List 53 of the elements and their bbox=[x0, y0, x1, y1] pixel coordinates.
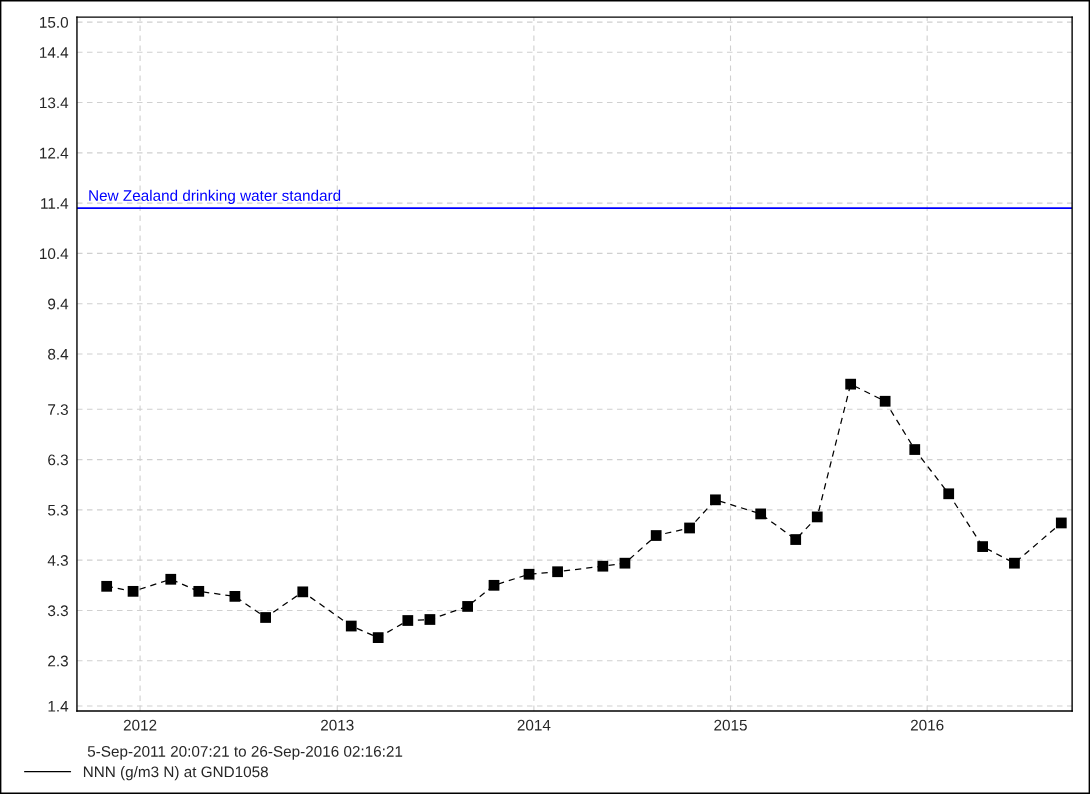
y-tick-label: 5.3 bbox=[48, 504, 68, 516]
point bbox=[462, 601, 473, 612]
point bbox=[755, 508, 767, 520]
y-tick-label: 10.4 bbox=[40, 248, 69, 260]
y-tick-label: 4.3 bbox=[47, 555, 68, 566]
point bbox=[597, 560, 609, 572]
y-tick-label: 8.4 bbox=[48, 348, 69, 360]
x-tick-label: 2013 bbox=[321, 719, 354, 731]
point bbox=[101, 580, 113, 592]
y-tick-label: 11.4 bbox=[41, 198, 69, 209]
point bbox=[684, 522, 695, 534]
point bbox=[260, 612, 271, 623]
y-tick-label: 14.4 bbox=[40, 47, 69, 58]
point bbox=[345, 620, 357, 632]
y-tick-label: 2.3 bbox=[48, 655, 68, 667]
point bbox=[909, 444, 921, 455]
point bbox=[402, 615, 414, 626]
point bbox=[165, 573, 177, 585]
point bbox=[710, 494, 721, 506]
point bbox=[943, 488, 955, 500]
point bbox=[811, 511, 823, 523]
point bbox=[229, 590, 241, 602]
legend-label: NNN (g/m3 N) at GND1058 bbox=[83, 766, 268, 781]
text: 5-Sep-2011 20:07:21 to 26-Sep-2016 02:16:21 bbox=[87, 745, 403, 760]
y-tick-label: 6.3 bbox=[48, 454, 68, 466]
x-tick-label: 2015 bbox=[714, 719, 747, 731]
point bbox=[488, 579, 500, 591]
point bbox=[297, 586, 309, 598]
y-tick-label: 1.4 bbox=[48, 701, 69, 712]
x-tick-label: 2016 bbox=[910, 719, 944, 731]
point bbox=[879, 395, 891, 407]
point bbox=[977, 541, 989, 552]
point bbox=[845, 378, 857, 390]
point bbox=[523, 568, 535, 580]
point bbox=[552, 566, 563, 578]
y-tick-label: 3.3 bbox=[47, 605, 68, 617]
point bbox=[127, 585, 139, 597]
ref-line-label: New Zealand drinking water standard bbox=[89, 189, 341, 204]
y-tick-label: 15.0 bbox=[40, 16, 69, 28]
point bbox=[1009, 557, 1020, 569]
y-tick-label: 9.4 bbox=[48, 298, 69, 310]
point bbox=[193, 585, 205, 597]
point bbox=[790, 534, 802, 545]
point bbox=[424, 614, 436, 625]
point bbox=[650, 530, 662, 541]
x-tick-label: 2012 bbox=[123, 719, 157, 731]
y-tick-label: 13.4 bbox=[40, 97, 69, 109]
point bbox=[619, 557, 631, 569]
x-tick-label: 2014 bbox=[517, 719, 551, 731]
point bbox=[1055, 517, 1067, 529]
point bbox=[372, 632, 384, 643]
y-tick-label: 7.3 bbox=[48, 404, 68, 415]
y-tick-label: 12.4 bbox=[40, 147, 69, 159]
